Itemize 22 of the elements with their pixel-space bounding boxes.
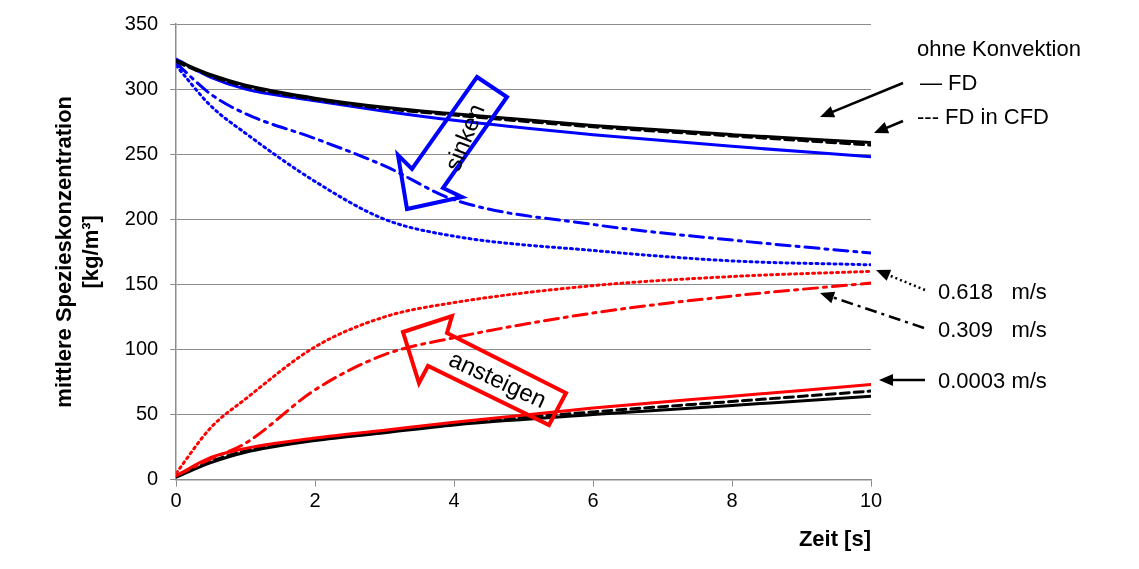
y-tick-label: 50 (135, 402, 159, 425)
y-tick-label: 350 (124, 11, 159, 34)
y-axis-title: mittlere Spezieskonzentration [kg/m³] (51, 95, 103, 408)
x-tick-label: 6 (587, 489, 599, 512)
x-tick-label: 8 (726, 489, 738, 512)
x-tick-label: 4 (448, 489, 460, 512)
x-tick-label: 2 (309, 489, 321, 512)
text: 0.309 m/s (938, 317, 1047, 342)
text: ohne Konvektion (917, 36, 1081, 61)
text: — FD (920, 70, 978, 95)
text: 0.618 m/s (938, 279, 1047, 304)
y-tick-label: 300 (124, 76, 159, 99)
y-tick-label: 200 (124, 206, 159, 229)
text: 0.0003 m/s (938, 368, 1047, 393)
y-tick-label: 0 (147, 467, 159, 490)
x-axis-title: Zeit [s] (798, 525, 871, 551)
x-tick-label: 0 (170, 489, 182, 512)
x-tick-label: 10 (859, 489, 883, 512)
text: --- FD in CFD (917, 104, 1049, 129)
y-tick-label: 100 (124, 336, 159, 359)
y-tick-label: 150 (124, 271, 159, 294)
y-tick-label: 250 (124, 141, 159, 164)
